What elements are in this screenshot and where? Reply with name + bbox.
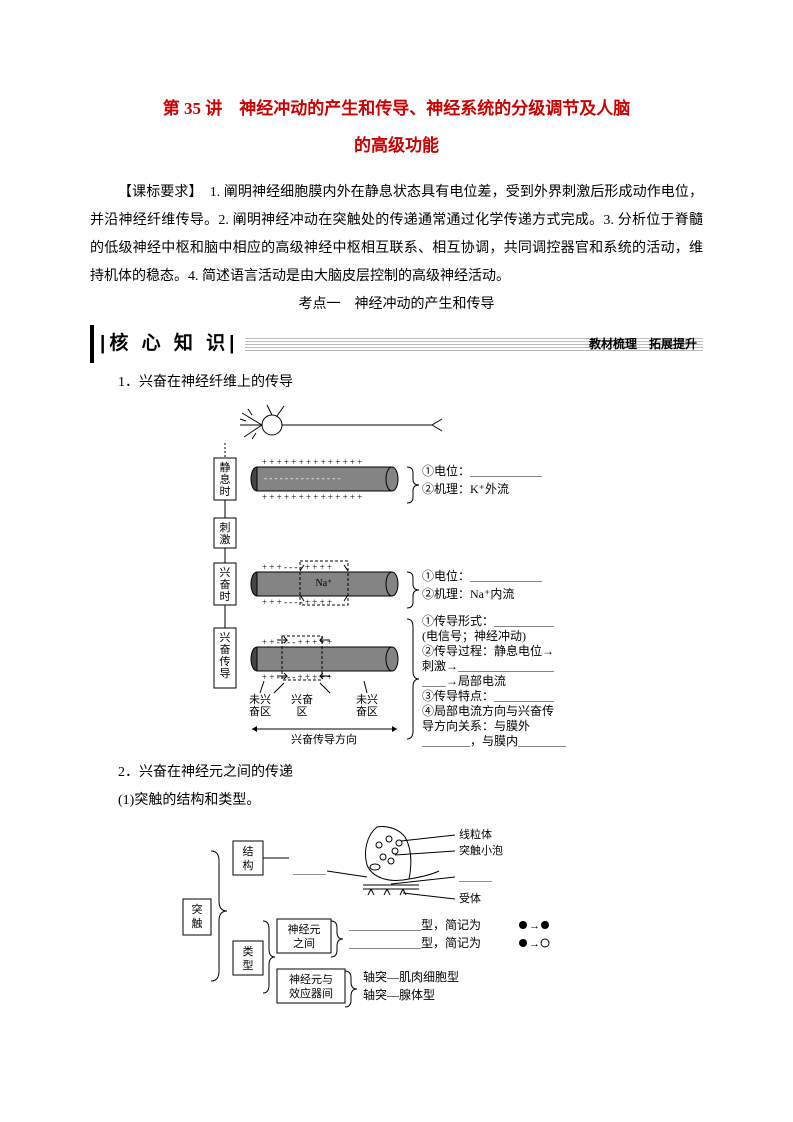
sym2: 轴突—腺体型 [363, 987, 435, 1002]
heading-1: 1．兴奋在神经纤维上的传导 [90, 369, 703, 397]
st: 受体 [459, 891, 481, 905]
jiegou-1: 结 [242, 845, 253, 858]
r1a: ①电位：＿＿＿＿＿＿ [422, 463, 542, 478]
conduct-label-1: 兴 [219, 631, 230, 644]
heading-2: 2．兴奋在神经元之间的传递 [90, 759, 703, 787]
leixing-2: 型 [242, 958, 253, 972]
cylinder-resting: + + + + + + + + + + + + + + + + + + + + … [251, 457, 398, 502]
r1b: ②机理：K⁺外流 [422, 482, 509, 496]
zone-unexA-2: 奋区 [249, 704, 271, 718]
sjy-1: 神经元 [287, 922, 320, 936]
cylinder-excited: + + + - - - - + + + + + + + - - - - + + … [251, 561, 398, 607]
blank-structure-2: ＿＿＿ [459, 871, 492, 883]
excite-label-2: 奋 [219, 577, 230, 591]
kaodian-heading: 考点一 神经冲动的产生和传导 [90, 291, 703, 319]
r2a: ①电位：＿＿＿＿＿＿ [422, 568, 542, 583]
blank-type-2: ＿＿＿＿＿＿型，简记为 [349, 936, 481, 950]
xp: 突触小泡 [459, 843, 503, 857]
blank-type-1: ＿＿＿＿＿＿型，简记为 [349, 918, 481, 932]
core-knowledge-bar: |核 心 知 识| 教材梳理 拓展提升 [90, 325, 703, 363]
zone-unexB-2: 奋区 [356, 704, 378, 718]
core-knowledge-text: 核 心 知 识 [109, 333, 229, 354]
svg-text:+ + + + + + + + + + + + + +: + + + + + + + + + + + + + + [262, 457, 362, 467]
page: 第 35 讲 神经冲动的产生和传导、神经系统的分级调节及人脑 的高级功能 【课标… [0, 0, 793, 1057]
leixing-1: 类 [242, 944, 253, 958]
r3d: 刺激→＿＿＿＿＿＿＿＿ [422, 659, 554, 673]
title-line-1: 第 35 讲 神经冲动的产生和传导、神经系统的分级调节及人脑 [163, 99, 631, 118]
svg-text:+ + + - - - - + + + +: + + + - - - - + + + + [262, 597, 332, 607]
r3g: ④局部电流方向与兴奋传 [422, 703, 554, 718]
title-line-2: 的高级功能 [354, 136, 439, 155]
tuchi-2: 触 [191, 916, 202, 930]
conduct-label-3: 传 [219, 655, 230, 668]
svg-text:→: → [529, 938, 540, 950]
arrow-label: 兴奋传导方向 [291, 732, 357, 746]
core-knowledge-right: 教材梳理 拓展提升 [245, 337, 704, 351]
r3a: ①传导形式：＿＿＿＿＿ [422, 613, 554, 628]
stim-label-2: 激 [219, 532, 230, 546]
jiegou-2: 构 [242, 858, 253, 872]
excite-label-1: 兴 [219, 566, 230, 579]
xy-2: 效应器间 [289, 986, 333, 1000]
zone-unexB-1: 未兴 [356, 693, 378, 706]
r2b: ②机理：Na⁺内流 [422, 587, 514, 601]
resting-label-1: 静 [219, 460, 230, 474]
zone-excite: 兴奋 [291, 692, 313, 706]
svg-text:+ + + + + + + + + + + + + +: + + + + + + + + + + + + + + [262, 492, 362, 502]
stim-label-1: 刺 [219, 521, 230, 534]
resting-label-2: 息 [219, 472, 230, 486]
svg-text:- - - - - - - - - - - - - - -: - - - - - - - - - - - - - - - [264, 473, 340, 483]
na-label-1: Na⁺ [315, 578, 332, 589]
xy-1: 神经元与 [289, 972, 333, 986]
resting-label-3: 时 [219, 485, 230, 498]
heading-2-1: (1)突触的结构和类型。 [90, 787, 703, 815]
r3i: ＿＿＿＿，与膜内＿＿＿＿ [422, 734, 566, 748]
sjy-2: 之间 [293, 936, 315, 950]
r3e: ＿＿→局部电流 [422, 673, 506, 688]
r3h: 导方向关系：与膜外 [422, 718, 530, 733]
conduct-label-4: 导 [219, 667, 230, 680]
conduct-label-2: 奋 [219, 642, 230, 656]
blank-structure-1: ＿＿＿ [293, 864, 326, 876]
excite-label-3: 时 [219, 590, 230, 603]
xlt: 线粒体 [459, 827, 492, 841]
lecture-title: 第 35 讲 神经冲动的产生和传导、神经系统的分级调节及人脑 的高级功能 [90, 90, 703, 165]
figure-nerve-fiber: 静 息 时 刺 激 兴 奋 时 兴 奋 传 导 + + + + + + + + … [182, 403, 612, 753]
zone-excite-2: 区 [296, 706, 307, 718]
r3b: (电信号；神经冲动) [422, 628, 526, 643]
sym1: 轴突—肌肉细胞型 [363, 969, 459, 984]
zone-unexA-1: 未兴 [249, 693, 271, 706]
curriculum-requirements: 【课标要求】 1. 阐明神经细胞膜内外在静息状态具有电位差，受到外界刺激后形成动… [90, 179, 703, 291]
figure-synapse: 突 触 结 构 类 型 神经元 之间 神经元与 效应器间 [177, 821, 617, 1011]
cylinder-conduction: + + - - - - + + + + + + + - - - - + + + … [251, 636, 398, 682]
core-right-text: 教材梳理 拓展提升 [589, 332, 697, 356]
r3f: ③传导特点：＿＿＿＿＿ [422, 688, 554, 703]
r3c: ②传导过程：静息电位→ [422, 643, 554, 658]
core-knowledge-label: |核 心 知 识| [90, 325, 239, 363]
tuchi-1: 突 [191, 902, 202, 916]
kb-label: 【课标要求】 [118, 185, 196, 200]
svg-text:→: → [529, 920, 540, 932]
svg-text:+ + + - - - - + + + +: + + + - - - - + + + + [262, 562, 332, 572]
